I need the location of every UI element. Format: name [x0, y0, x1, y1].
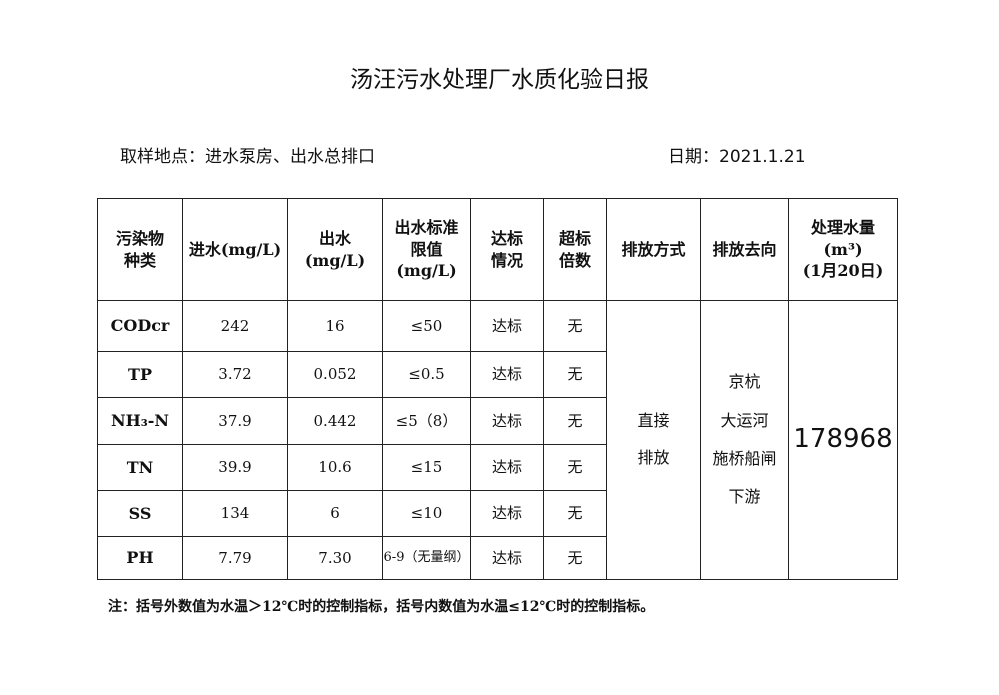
cell-pollutant: TN: [97, 444, 183, 491]
cell-inflow: 37.9: [182, 397, 288, 445]
cell-pollutant: SS: [97, 490, 183, 537]
cell-pollutant: NH₃-N: [97, 397, 183, 445]
sampling-location: 取样地点：进水泵房、出水总排口: [120, 147, 375, 167]
cell-inflow: 242: [182, 300, 288, 352]
table-row: PH 7.79 7.30 6-9（无量纲） 达标无: [97, 536, 898, 580]
cell-exceed: 无: [543, 397, 607, 445]
cell-status: 达标: [470, 490, 544, 537]
table-row: SS 134 6 ≤10 达标无: [97, 490, 898, 537]
cell-exceed: 无: [543, 351, 607, 398]
cell-exceed: 无: [543, 444, 607, 491]
header-volume: 处理水量 (m³) (1月20日): [788, 198, 898, 301]
cell-status: 达标: [470, 397, 544, 445]
header-status: 达标 情况: [470, 198, 544, 301]
cell-inflow: 7.79: [182, 536, 288, 580]
cell-inflow: 39.9: [182, 444, 288, 491]
cell-exceed: 无: [543, 536, 607, 580]
cell-inflow: 3.72: [182, 351, 288, 398]
cell-inflow: 134: [182, 490, 288, 537]
cell-outflow: 0.052: [287, 351, 383, 398]
header-method: 排放方式: [606, 198, 701, 301]
table-row: TP 3.72 0.052 ≤0.5 达标无: [97, 351, 898, 398]
cell-status: 达标: [470, 536, 544, 580]
cell-limit: ≤0.5: [382, 351, 471, 398]
table-row: NH₃-N 37.9 0.442 ≤5（8） 达标无: [97, 397, 898, 445]
header-outflow: 出水 (mg/L): [287, 198, 383, 301]
header-inflow: 进水(mg/L): [182, 198, 288, 301]
cell-limit: ≤5（8）: [382, 397, 471, 445]
water-quality-table: 污染物 种类 进水(mg/L) 出水 (mg/L) 出水标准 限值 (mg/L) 达标情…: [97, 198, 898, 580]
cell-pollutant: PH: [97, 536, 183, 580]
cell-outflow: 16: [287, 300, 383, 352]
table-row: TN 39.9 10.6 ≤15 达标无: [97, 444, 898, 491]
cell-volume: 178968: [788, 300, 898, 580]
cell-method: 直接 排放: [606, 300, 701, 580]
footnote: 注：括号外数值为水温＞12℃时的控制指标，括号内数值为水温≤12℃时的控制指标。: [108, 599, 655, 615]
cell-limit: ≤10: [382, 490, 471, 537]
cell-limit: ≤50: [382, 300, 471, 352]
cell-status: 达标: [470, 300, 544, 352]
header-row: 污染物 种类 进水(mg/L) 出水 (mg/L) 出水标准 限值 (mg/L) 达标情…: [97, 198, 898, 301]
cell-destination: 京杭 大运河 施桥船闸 下游: [700, 300, 789, 580]
cell-exceed: 无: [543, 300, 607, 352]
cell-exceed: 无: [543, 490, 607, 537]
cell-pollutant: TP: [97, 351, 183, 398]
table-row: CODcr 242 16 ≤50 达标无直接 排放 京杭 大运河 施桥船闸 下游 178968: [97, 300, 898, 580]
report-date: 日期：2021.1.21: [668, 147, 806, 167]
cell-outflow: 6: [287, 490, 383, 537]
cell-status: 达标: [470, 444, 544, 491]
cell-limit: ≤15: [382, 444, 471, 491]
cell-limit: 6-9（无量纲）: [382, 536, 471, 580]
cell-status: 达标: [470, 351, 544, 398]
cell-outflow: 7.30: [287, 536, 383, 580]
header-pollutant: 污染物 种类: [97, 198, 183, 301]
report-title: 汤汪污水处理厂水质化验日报: [350, 67, 649, 93]
header-limit: 出水标准 限值 (mg/L): [382, 198, 471, 301]
cell-pollutant: CODcr: [97, 300, 183, 352]
cell-outflow: 0.442: [287, 397, 383, 445]
header-destination: 排放去向: [700, 198, 789, 301]
cell-outflow: 10.6: [287, 444, 383, 491]
header-exceed: 超标 倍数: [543, 198, 607, 301]
